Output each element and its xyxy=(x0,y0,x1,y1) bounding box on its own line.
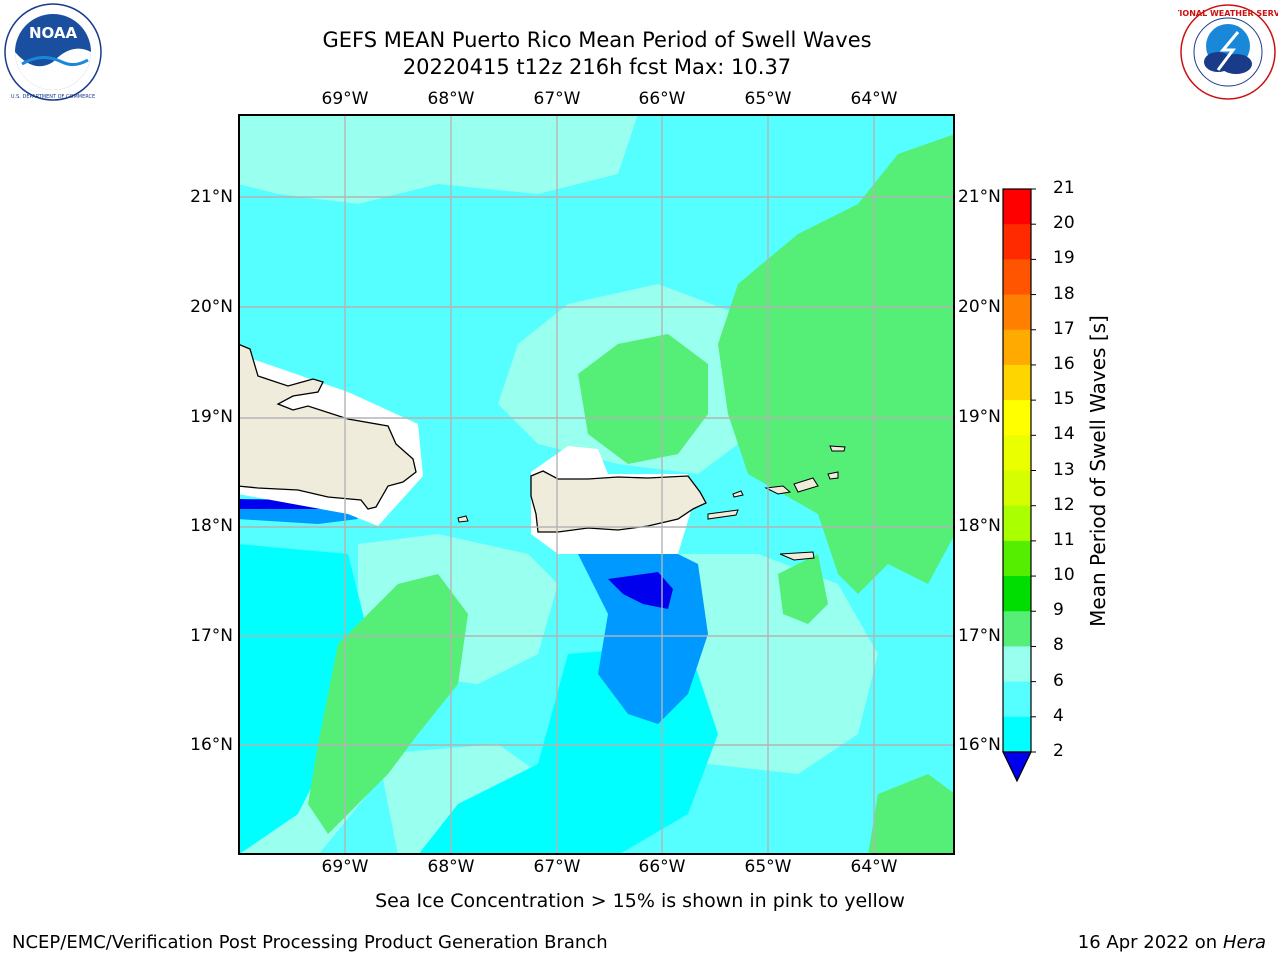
colorbar-segment xyxy=(1003,470,1031,507)
colorbar-tick-label: 6 xyxy=(1053,670,1064,691)
map-frame xyxy=(238,114,955,855)
lat-label-left: 21°N xyxy=(190,187,233,207)
colorbar-segment xyxy=(1003,435,1031,471)
map-plot xyxy=(238,114,955,855)
lat-label-left: 19°N xyxy=(190,407,233,427)
chart-subtitle: 20220415 t12z 216h fcst Max: 10.37 xyxy=(402,55,792,79)
colorbar-tick-label: 10 xyxy=(1053,565,1075,586)
chart-title: GEFS MEAN Puerto Rico Mean Period of Swe… xyxy=(322,28,872,52)
island-virgin-gorda xyxy=(827,471,839,480)
colorbar-tick-label: 11 xyxy=(1053,529,1075,550)
island-culebra xyxy=(732,490,744,498)
nws-logo: NATIONAL WEATHER SERVICE xyxy=(1178,4,1278,100)
lat-label-left: 16°N xyxy=(190,735,233,755)
lon-label-top: 65°W xyxy=(744,89,792,109)
swell-field-9-10-east xyxy=(718,134,954,594)
island-tortola xyxy=(793,477,819,493)
lat-label-right: 20°N xyxy=(958,297,1001,317)
island-mona xyxy=(457,515,469,523)
lon-label-bottom: 64°W xyxy=(850,857,898,877)
colorbar-tick-label: 12 xyxy=(1053,494,1075,515)
swell-field-2-4 xyxy=(578,544,708,724)
colorbar-tick-label: 20 xyxy=(1053,213,1075,234)
noaa-logo-ring-text: U.S. DEPARTMENT OF COMMERCE xyxy=(11,94,95,100)
colorbar-tick-label: 18 xyxy=(1053,283,1075,304)
map-grid xyxy=(238,114,955,855)
lon-label-top: 64°W xyxy=(850,89,898,109)
colorbar-tick-label: 21 xyxy=(1053,178,1075,198)
lat-label-right: 19°N xyxy=(958,407,1001,427)
land-hispaniola xyxy=(239,343,417,510)
nws-logo-ring-text: NATIONAL WEATHER SERVICE xyxy=(1178,9,1278,18)
sea-ice-note: Sea Ice Concentration > 15% is shown in … xyxy=(375,890,905,912)
lat-label-left: 18°N xyxy=(190,516,233,536)
colorbar-tick-label: 14 xyxy=(1053,424,1075,445)
swell-field-9-10-small xyxy=(778,554,828,624)
colorbar-segment xyxy=(1003,329,1031,366)
colorbar-segment xyxy=(1003,681,1031,718)
colorbar-segment xyxy=(1003,400,1031,436)
colorbar-segment xyxy=(1003,611,1031,647)
colorbar-segment xyxy=(1003,646,1031,683)
credit-date: 16 Apr 2022 on Hera xyxy=(1078,932,1266,953)
colorbar-tick-label: 19 xyxy=(1053,248,1075,269)
island-st-croix xyxy=(779,551,815,561)
lon-label-bottom: 68°W xyxy=(427,857,475,877)
swell-field-4-6-west xyxy=(239,544,368,854)
colorbar-tick-label: 17 xyxy=(1053,318,1075,339)
colorbar-segment xyxy=(1003,189,1031,225)
colorbar-tick-label: 4 xyxy=(1053,705,1064,726)
colorbar-tick-label: 13 xyxy=(1053,459,1075,480)
colorbar-tick-label: 8 xyxy=(1053,635,1064,656)
colorbar xyxy=(1000,186,1050,786)
colorbar-segment xyxy=(1003,505,1031,542)
lat-label-right: 18°N xyxy=(958,516,1001,536)
lon-label-top: 68°W xyxy=(427,89,475,109)
lat-label-right: 21°N xyxy=(958,187,1001,207)
colorbar-segment xyxy=(1003,364,1031,401)
colorbar-segment xyxy=(1003,224,1031,260)
lon-label-bottom: 65°W xyxy=(744,857,792,877)
colorbar-tick-label: 9 xyxy=(1053,600,1064,621)
lon-label-top: 67°W xyxy=(533,89,581,109)
colorbar-extend-min xyxy=(1002,751,1032,783)
colorbar-label: Mean Period of Swell Waves [s] xyxy=(1086,315,1110,627)
colorbar-tick-label: 15 xyxy=(1053,389,1075,410)
colorbar-segment xyxy=(1003,576,1031,612)
credit-date-host: Hera xyxy=(1222,932,1266,953)
swell-field-9-10-southwest xyxy=(308,574,468,834)
colorbar-segment xyxy=(1003,716,1031,753)
lat-label-left: 20°N xyxy=(190,297,233,317)
lon-label-bottom: 67°W xyxy=(533,857,581,877)
swell-field-8-9-north xyxy=(239,115,638,204)
colorbar-tick-label: 2 xyxy=(1053,741,1064,761)
colorbar-segment xyxy=(1003,259,1031,296)
lat-label-right: 16°N xyxy=(958,735,1001,755)
noaa-logo: NOAA U.S. DEPARTMENT OF COMMERCE xyxy=(4,3,102,101)
island-st-thomas xyxy=(764,485,792,495)
colorbar-segment xyxy=(1003,294,1031,331)
swell-field-9-10-southeast xyxy=(868,774,954,854)
lon-label-bottom: 69°W xyxy=(321,857,369,877)
noaa-logo-text: NOAA xyxy=(29,24,78,42)
swell-field-below-2 xyxy=(608,572,673,609)
island-vieques xyxy=(707,509,739,520)
lon-label-top: 69°W xyxy=(321,89,369,109)
colorbar-segment xyxy=(1003,540,1031,577)
lon-label-top: 66°W xyxy=(638,89,686,109)
lon-label-bottom: 66°W xyxy=(638,857,686,877)
island-anegada xyxy=(829,445,846,452)
swell-field-9-10-central xyxy=(578,334,708,464)
credit-date-prefix: 16 Apr 2022 on xyxy=(1077,932,1223,953)
credit-left: NCEP/EMC/Verification Post Processing Pr… xyxy=(12,932,608,953)
lat-label-left: 17°N xyxy=(190,626,233,646)
colorbar-tick-label: 16 xyxy=(1053,353,1075,374)
lat-label-right: 17°N xyxy=(958,626,1001,646)
